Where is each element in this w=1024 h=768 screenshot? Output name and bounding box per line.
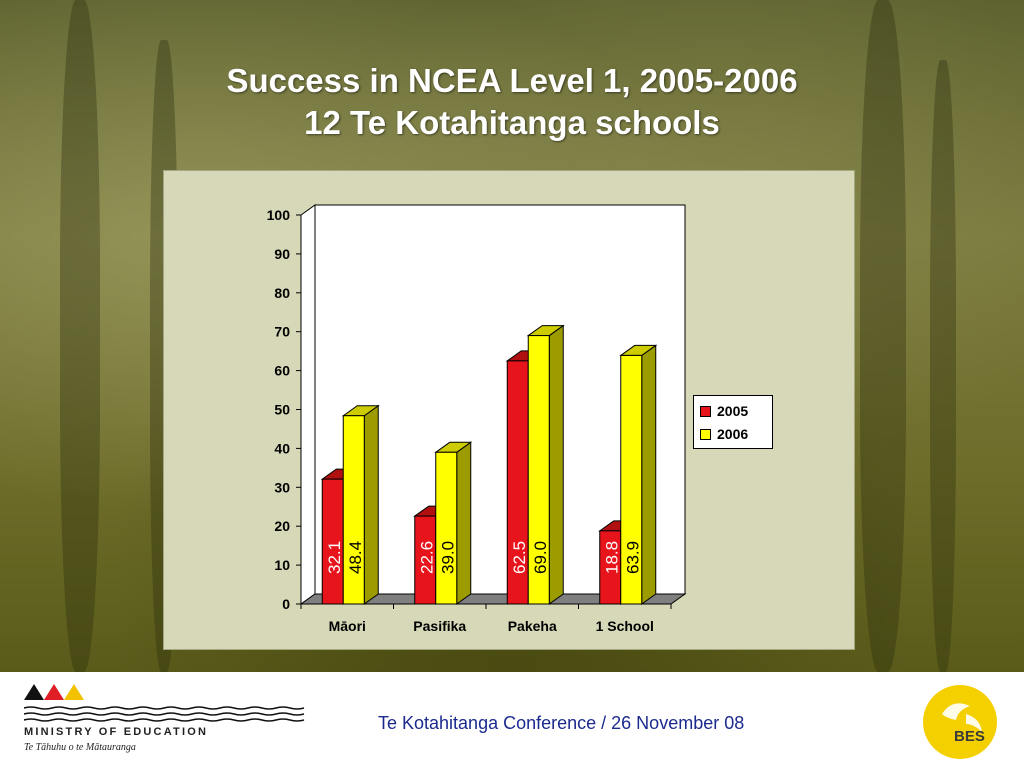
title-line-2: 12 Te Kotahitanga schools <box>304 104 720 141</box>
y-tick-label: 100 <box>267 207 291 223</box>
x-category-label: 1 School <box>596 618 654 634</box>
y-tick-label: 80 <box>274 285 290 301</box>
footer: MINISTRY OF EDUCATION Te Tāhuhu o te Māt… <box>0 672 1024 768</box>
logo-triangle-icon <box>44 684 64 700</box>
y-tick-label: 40 <box>274 440 290 456</box>
chart-legend: 2005 2006 <box>693 395 773 449</box>
logo-triangle-icon <box>24 684 44 700</box>
logo-wave-icon <box>24 718 305 722</box>
y-tick-label: 60 <box>274 363 290 379</box>
legend-label-2006: 2006 <box>717 426 749 442</box>
x-category-label: Pakeha <box>508 618 557 634</box>
legend-label-2005: 2005 <box>717 403 749 419</box>
data-label: 69.0 <box>531 541 550 574</box>
y-tick-label: 50 <box>274 402 290 418</box>
bar-side <box>548 324 564 605</box>
data-label: 62.5 <box>510 541 529 574</box>
bes-logo: BES <box>923 685 997 759</box>
data-label: 32.1 <box>325 541 344 574</box>
ministry-of-education-logo: MINISTRY OF EDUCATION Te Tāhuhu o te Māt… <box>24 684 314 762</box>
bar-2006-2 <box>527 335 550 605</box>
y-tick-label: 0 <box>282 596 290 612</box>
ministry-subtitle: Te Tāhuhu o te Mātauranga <box>24 742 136 753</box>
bar-chart: 0 10 20 30 40 50 60 70 80 90 100 32.1 48.4 Māori 22.6 3… <box>267 204 687 634</box>
bes-logo-text: BES <box>954 728 985 745</box>
logo-wave-icon <box>24 712 305 716</box>
legend-item-2006: 2006 <box>700 425 748 443</box>
x-category-label: Māori <box>329 618 366 634</box>
data-label: 22.6 <box>417 541 436 574</box>
logo-wave-icon <box>24 706 305 710</box>
data-label: 39.0 <box>438 541 457 574</box>
bar-2006-1 <box>435 451 458 605</box>
y-tick-label: 20 <box>274 518 290 534</box>
chart-panel: 0 10 20 30 40 50 60 70 80 90 100 32.1 48.4 Māori 22.6 3… <box>163 170 855 650</box>
bar-2006-3 <box>620 354 643 605</box>
x-category-label: Pasifika <box>413 618 466 634</box>
ministry-name: MINISTRY OF EDUCATION <box>24 726 209 738</box>
y-tick-label: 90 <box>274 246 290 262</box>
legend-item-2005: 2005 <box>700 402 748 420</box>
bar-side <box>363 404 379 605</box>
y-tick-label: 70 <box>274 324 290 340</box>
bar-side <box>641 344 657 605</box>
logo-triangle-icon <box>64 684 84 700</box>
y-tick-label: 30 <box>274 479 290 495</box>
data-label: 18.8 <box>602 541 621 574</box>
title-line-1: Success in NCEA Level 1, 2005-2006 <box>226 62 798 99</box>
slide-title: Success in NCEA Level 1, 2005-2006 12 Te… <box>0 60 1024 144</box>
bar-2006-0 <box>342 415 365 605</box>
footer-caption: Te Kotahitanga Conference / 26 November … <box>378 713 745 733</box>
data-label: 63.9 <box>623 541 642 574</box>
bar-side <box>456 441 472 605</box>
chart-side-wall <box>300 204 316 605</box>
legend-swatch-2006 <box>700 428 711 440</box>
data-label: 48.4 <box>346 541 365 574</box>
legend-swatch-2005 <box>700 405 711 417</box>
y-tick-label: 10 <box>274 557 290 573</box>
